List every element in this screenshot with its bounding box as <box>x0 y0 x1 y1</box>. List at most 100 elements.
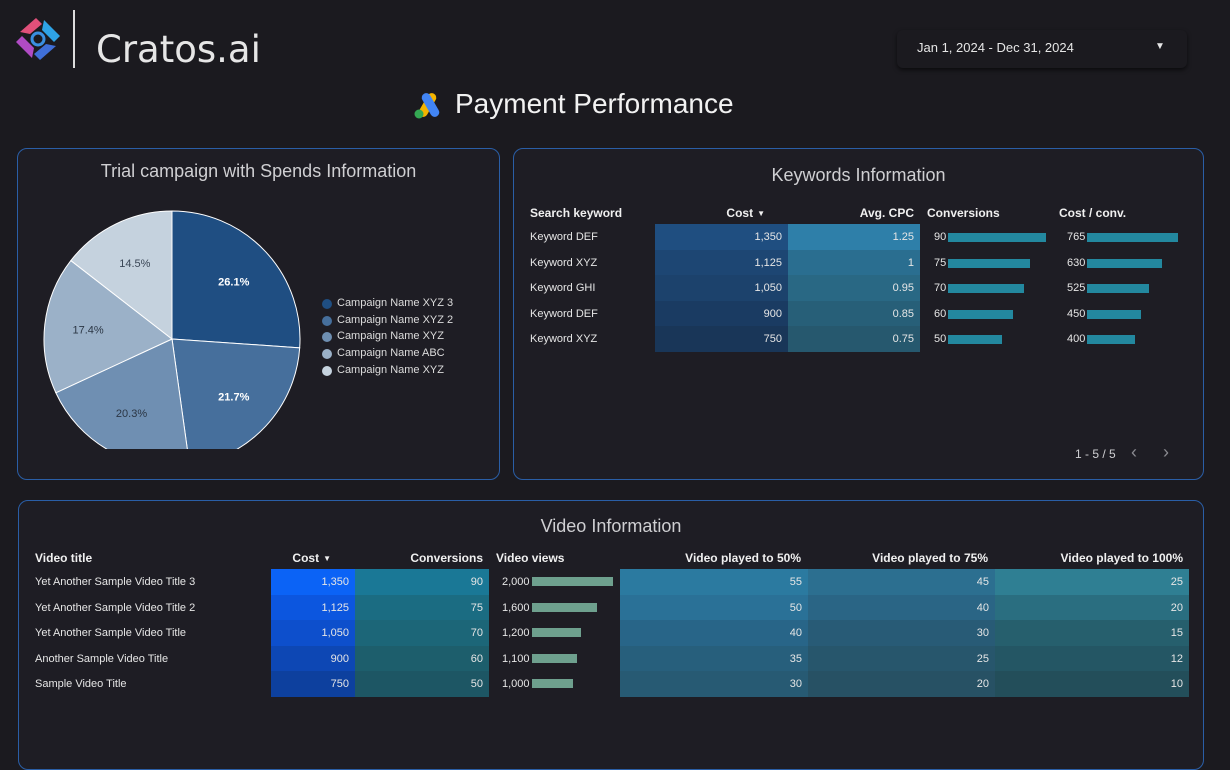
video-views-bar <box>532 653 577 663</box>
pie-slice[interactable] <box>171 338 301 449</box>
keyword-cost-conv-value: 400 <box>1067 333 1086 346</box>
video-column-header[interactable]: Video played to 75% <box>872 551 988 565</box>
pie-slice-label: 14.5% <box>119 258 150 270</box>
keyword-cost-conv-bar <box>1087 284 1150 294</box>
keyword-cost-conv-value: 765 <box>1067 231 1086 243</box>
google-ads-icon <box>414 93 440 119</box>
prev-page-icon[interactable]: ‹ <box>1131 442 1137 462</box>
legend-swatch <box>322 315 332 326</box>
video-conversions-cell: 70 <box>355 620 489 647</box>
video-column-header[interactable]: Video views <box>496 551 565 565</box>
keyword-conversions-value: 75 <box>934 256 947 269</box>
next-page-icon[interactable]: › <box>1163 442 1169 462</box>
video-p75-cell: 40 <box>808 594 995 621</box>
date-range-picker[interactable]: Jan 1, 2024 - Dec 31, 2024 ▼ <box>897 30 1187 68</box>
keyword-cpc-cell: 0.95 <box>788 275 920 302</box>
pie-slice-label: 20.3% <box>116 408 147 420</box>
pie-slice[interactable] <box>70 210 173 341</box>
video-views-bar <box>532 628 581 638</box>
video-p75-cell: 25 <box>808 645 995 672</box>
video-panel-title: Video Information <box>540 516 682 536</box>
video-title-cell: Sample Video Title <box>35 678 127 691</box>
video-cost-cell: 900 <box>271 645 355 672</box>
legend-label: Campaign Name XYZ <box>337 330 444 343</box>
legend-label: Campaign Name XYZ 2 <box>337 313 454 326</box>
video-column-header[interactable]: Video played to 50% <box>685 551 801 565</box>
keyword-cpc-cell: 0.85 <box>788 300 920 327</box>
keyword-conversions-bar <box>948 233 1046 242</box>
keyword-conversions-bar <box>948 309 1014 319</box>
video-p100-cell: 20 <box>995 594 1189 621</box>
video-column-header[interactable]: Video played to 100% <box>1060 551 1184 565</box>
video-views-value: 1,000 <box>502 678 530 691</box>
keywords-row[interactable]: Keyword GHI 1,050 0.95 70 525 <box>514 275 1204 302</box>
keyword-cell: Keyword DEF <box>530 231 598 243</box>
video-p75-cell: 45 <box>808 569 995 595</box>
keyword-cost-cell: 750 <box>655 326 788 353</box>
keyword-cost-conv-bar <box>1087 258 1162 268</box>
video-p50-cell: 35 <box>620 645 808 672</box>
keywords-row[interactable]: Keyword XYZ 1,125 1 75 630 <box>514 249 1204 276</box>
keyword-conversions-value: 90 <box>934 231 947 243</box>
video-row[interactable]: Yet Another Sample Video Title 3 1,350 90 2… <box>19 569 1199 595</box>
video-title-cell: Another Sample Video Title <box>35 652 169 665</box>
video-p50-cell: 50 <box>620 594 808 621</box>
pie-slice[interactable] <box>171 210 301 349</box>
video-title-cell: Yet Another Sample Video Title 3 <box>35 576 196 588</box>
video-views-value: 1,100 <box>502 652 530 665</box>
keyword-cell: Keyword DEF <box>530 307 598 320</box>
video-row[interactable]: Yet Another Sample Video Title 1,050 70 1,2… <box>19 620 1199 647</box>
video-title-cell: Yet Another Sample Video Title 2 <box>35 601 196 614</box>
legend-label: Campaign Name XYZ 3 <box>337 297 454 309</box>
pie-slice[interactable] <box>55 338 190 449</box>
legend-swatch <box>322 349 332 360</box>
keywords-column-header[interactable]: Cost ▼ <box>726 206 765 220</box>
keywords-column-header[interactable]: Search keyword <box>530 206 623 220</box>
legend-swatch <box>322 365 332 376</box>
keywords-row[interactable]: Keyword DEF 1,350 1.25 90 765 <box>514 224 1204 250</box>
video-views-value: 1,200 <box>502 627 530 640</box>
date-range-label: Jan 1, 2024 - Dec 31, 2024 <box>917 40 1074 55</box>
video-views-value: 2,000 <box>502 576 530 588</box>
video-cost-cell: 1,050 <box>271 620 355 647</box>
keyword-conversions-value: 60 <box>934 307 947 320</box>
video-panel: Video Information Video title Cost ▼ Conver… <box>18 500 1204 770</box>
legend-label: Campaign Name ABC <box>337 347 445 360</box>
video-cost-cell: 1,125 <box>271 594 355 621</box>
video-column-header[interactable]: Conversions <box>410 551 483 565</box>
keyword-cpc-cell: 1 <box>788 249 920 276</box>
pie-chart: 26.1% 21.7% 20.3% 17.4% 14.5% <box>43 210 301 449</box>
keywords-column-header[interactable]: Conversions <box>927 206 1000 220</box>
pie-slice-label: 26.1% <box>218 276 249 288</box>
pie-panel: Trial campaign with Spends Information 2… <box>17 148 500 480</box>
legend-swatch <box>322 299 332 309</box>
pie-slice[interactable] <box>43 259 173 394</box>
keyword-cell: Keyword XYZ <box>530 333 598 346</box>
keyword-cost-conv-value: 450 <box>1067 307 1086 320</box>
video-views-bar <box>532 577 613 586</box>
logo-divider <box>73 10 75 68</box>
sort-desc-icon: ▼ <box>323 554 331 563</box>
video-p100-cell: 25 <box>995 569 1189 595</box>
keywords-row[interactable]: Keyword XYZ 750 0.75 50 400 <box>514 326 1204 353</box>
video-row[interactable]: Another Sample Video Title 900 60 1,100 35 25… <box>19 645 1199 672</box>
video-p50-cell: 30 <box>620 671 808 698</box>
keywords-row[interactable]: Keyword DEF 900 0.85 60 450 <box>514 300 1204 327</box>
video-title-cell: Yet Another Sample Video Title <box>35 627 187 640</box>
video-column-header[interactable]: Cost ▼ <box>292 551 331 565</box>
keywords-column-header[interactable]: Avg. CPC <box>859 206 914 220</box>
keyword-cost-cell: 1,125 <box>655 249 788 276</box>
video-column-header[interactable]: Video title <box>35 551 93 565</box>
video-row[interactable]: Yet Another Sample Video Title 2 1,125 75 1… <box>19 594 1199 621</box>
keywords-panel: Keywords Information Search keyword Cost ▼… <box>513 148 1204 480</box>
video-p75-cell: 20 <box>808 671 995 698</box>
keyword-cell: Keyword GHI <box>530 282 596 295</box>
video-cost-cell: 750 <box>271 671 355 698</box>
keywords-column-header[interactable]: Cost / conv. <box>1059 206 1127 220</box>
keyword-conversions-value: 70 <box>934 282 947 295</box>
video-row[interactable]: Sample Video Title 750 50 1,000 30 20 10 <box>19 671 1199 698</box>
page-title: Payment Performance <box>455 88 734 119</box>
video-conversions-cell: 90 <box>355 569 489 595</box>
video-p100-cell: 12 <box>995 645 1189 672</box>
video-p50-cell: 40 <box>620 620 808 647</box>
